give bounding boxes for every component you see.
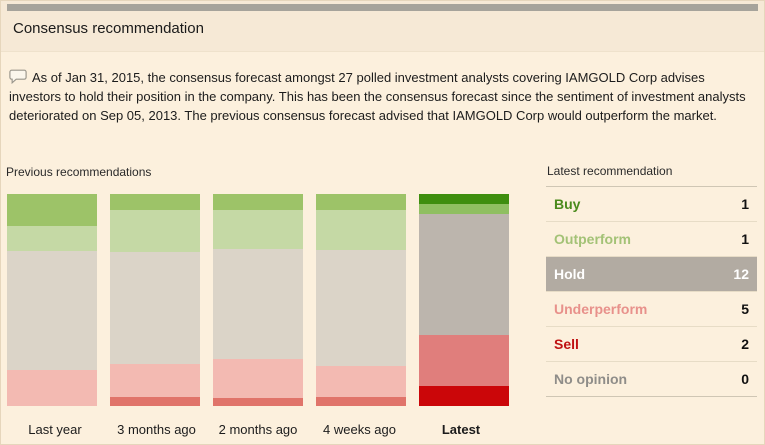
reco-row-underperform: Underperform 5 — [546, 292, 757, 327]
bar-latest — [419, 194, 509, 406]
segment-underperform — [110, 363, 200, 398]
bar-label-latest: Latest — [441, 422, 481, 437]
reco-row-outperform: Outperform 1 — [546, 222, 757, 257]
segment-buy — [316, 194, 406, 210]
bar-label-last-year: Last year — [28, 422, 82, 437]
segment-underperform — [419, 335, 509, 386]
segment-buy — [213, 194, 303, 210]
bar-label-2-months-ago: 2 months ago — [218, 422, 298, 437]
segment-hold — [419, 214, 509, 336]
reco-value-underperform: 5 — [741, 301, 749, 317]
bars — [7, 194, 509, 406]
segment-hold — [7, 251, 97, 370]
reco-label-underperform: Underperform — [554, 301, 648, 317]
bar-last-year — [7, 194, 97, 406]
reco-value-no-opinion: 0 — [741, 371, 749, 387]
reco-row-buy: Buy 1 — [546, 187, 757, 222]
reco-label-outperform: Outperform — [554, 231, 631, 247]
segment-outperform — [316, 209, 406, 251]
reco-value-buy: 1 — [741, 196, 749, 212]
segment-outperform — [213, 209, 303, 250]
latest-recommendation-label: Latest recommendation — [546, 164, 757, 187]
consensus-summary-text: As of Jan 31, 2015, the consensus foreca… — [9, 68, 757, 125]
reco-label-sell: Sell — [554, 336, 579, 352]
bar-4-weeks-ago — [316, 194, 406, 406]
reco-value-outperform: 1 — [741, 231, 749, 247]
segment-underperform — [213, 359, 303, 398]
speech-bubble-icon — [9, 69, 27, 85]
segment-buy — [419, 194, 509, 205]
reco-value-hold: 12 — [733, 266, 749, 282]
segment-outperform — [419, 204, 509, 215]
bar-label-3-months-ago: 3 months ago — [117, 422, 196, 437]
segment-outperform — [110, 209, 200, 253]
segment-sell — [110, 397, 200, 406]
reco-row-sell: Sell 2 — [546, 327, 757, 362]
segment-hold — [110, 252, 200, 364]
segment-sell — [419, 385, 509, 406]
reco-value-sell: 2 — [741, 336, 749, 352]
reco-label-buy: Buy — [554, 196, 581, 212]
reco-row-hold: Hold 12 — [546, 257, 757, 292]
segment-sell — [213, 397, 303, 406]
bar-2-months-ago — [213, 194, 303, 406]
latest-recommendation-panel: Latest recommendation Buy 1 Outperform 1… — [546, 164, 757, 397]
header-band: Consensus recommendation — [1, 1, 764, 52]
previous-recommendations-label: Previous recommendations — [6, 165, 152, 179]
reco-row-no-opinion: No opinion 0 — [546, 362, 757, 397]
segment-outperform — [7, 226, 97, 252]
segment-buy — [7, 194, 97, 227]
bar-label-4-weeks-ago: 4 weeks ago — [323, 422, 396, 437]
reco-label-no-opinion: No opinion — [554, 371, 628, 387]
segment-buy — [110, 194, 200, 210]
page-title: Consensus recommendation — [13, 20, 204, 37]
bar-3-months-ago — [110, 194, 200, 406]
bar-labels: Last year 3 months ago 2 months ago 4 weeks… — [7, 422, 509, 437]
segment-underperform — [316, 365, 406, 398]
top-accent-bar — [7, 4, 758, 11]
summary-text: As of Jan 31, 2015, the consensus foreca… — [9, 70, 746, 123]
segment-underperform — [7, 369, 97, 406]
segment-hold — [213, 249, 303, 360]
segment-hold — [316, 250, 406, 366]
reco-label-hold: Hold — [554, 266, 586, 282]
segment-sell — [316, 397, 406, 406]
